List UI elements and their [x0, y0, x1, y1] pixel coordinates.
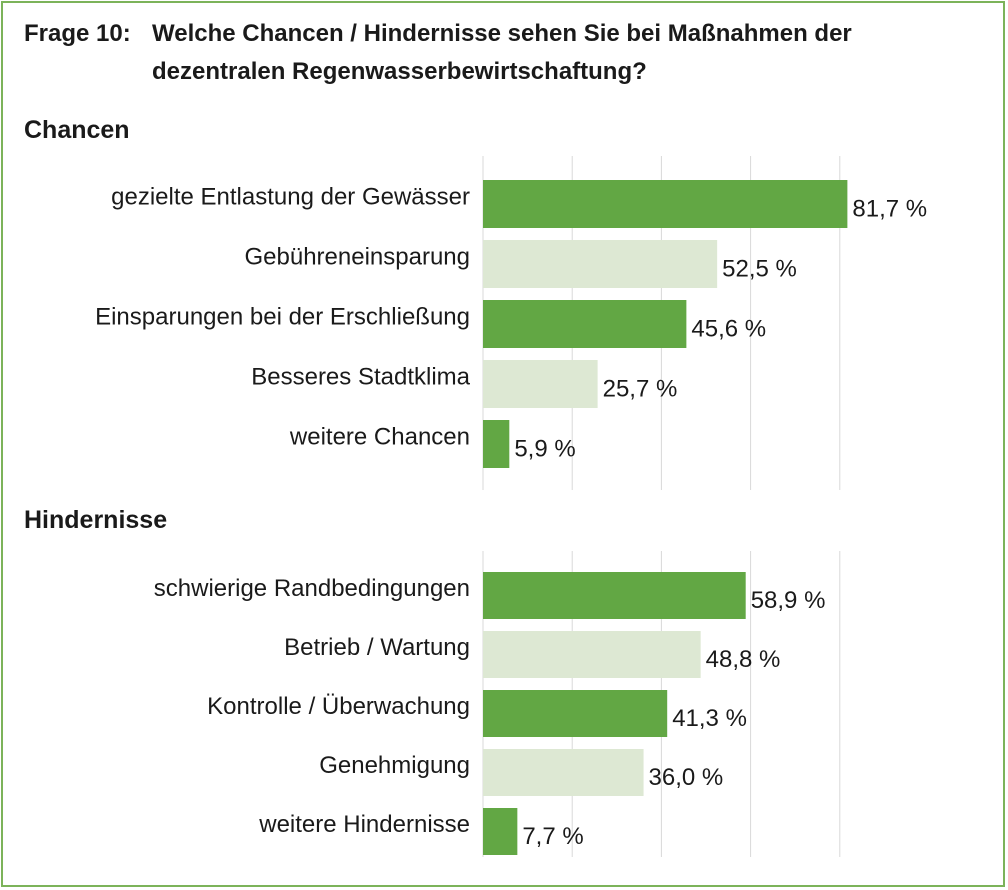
bar	[483, 360, 598, 408]
value-label: 25,7 %	[603, 375, 678, 402]
hindernisse-bar-chart: schwierige Randbedingungen 58,9 % Betrieb …	[154, 551, 841, 857]
bar	[483, 808, 518, 855]
category-label: gezielte Entlastung der Gewässer	[111, 183, 470, 210]
category-label: weitere Chancen	[289, 423, 470, 450]
question-title-line2: dezentralen Regenwasserbewirtschaftung?	[152, 58, 647, 85]
question-number: Frage 10:	[24, 20, 131, 47]
category-label: schwierige Randbedingungen	[154, 575, 470, 602]
bar	[483, 300, 687, 348]
bar	[483, 180, 848, 228]
category-label: Einsparungen bei der Erschließung	[95, 303, 470, 330]
bar	[483, 420, 510, 468]
category-label: Gebühreneinsparung	[244, 243, 470, 270]
bar	[483, 240, 718, 288]
value-label: 7,7 %	[522, 823, 583, 850]
value-label: 48,8 %	[706, 646, 781, 673]
hindernisse-section-title: Hindernisse	[24, 506, 168, 534]
value-label: 5,9 %	[514, 435, 575, 462]
category-label: Besseres Stadtklima	[251, 363, 470, 390]
category-label: Betrieb / Wartung	[284, 634, 470, 661]
bar	[483, 572, 746, 619]
bar	[483, 690, 668, 737]
bar	[483, 749, 644, 796]
category-label: weitere Hindernisse	[258, 811, 470, 838]
bar	[483, 631, 701, 678]
chancen-bar-chart: gezielte Entlastung der Gewässer 81,7 % Ge…	[95, 156, 927, 490]
category-label: Kontrolle / Überwachung	[207, 693, 470, 720]
chancen-section-title: Chancen	[24, 116, 130, 144]
value-label: 45,6 %	[691, 315, 766, 342]
value-label: 36,0 %	[649, 764, 724, 791]
value-label: 81,7 %	[852, 195, 927, 222]
value-label: 41,3 %	[672, 705, 747, 732]
question-title-line1: Welche Chancen / Hindernisse sehen Sie b…	[152, 20, 852, 47]
category-label: Genehmigung	[319, 752, 470, 779]
value-label: 58,9 %	[751, 587, 826, 614]
value-label: 52,5 %	[722, 255, 797, 282]
